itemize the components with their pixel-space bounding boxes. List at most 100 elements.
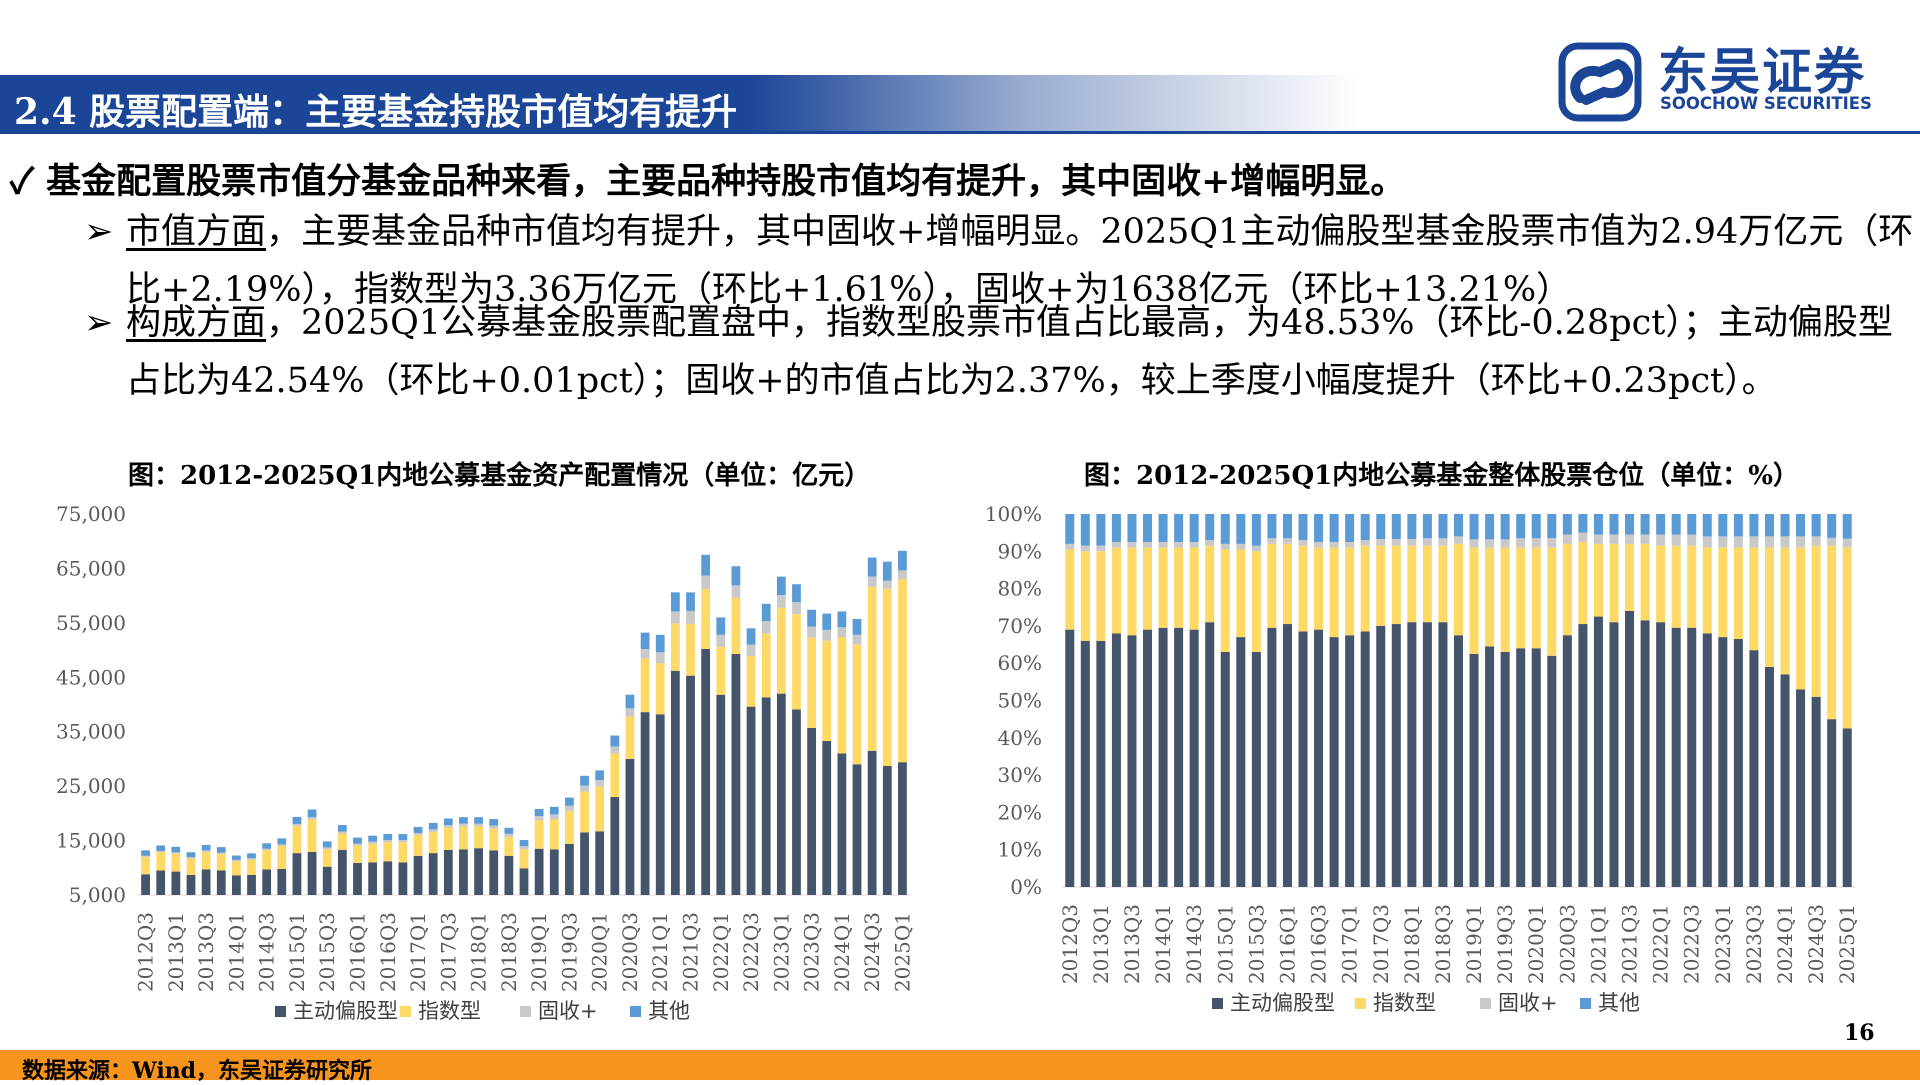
bar-segment <box>1407 514 1417 539</box>
bar-segment <box>322 849 332 867</box>
bar-segment <box>1796 547 1806 690</box>
bar-segment <box>1687 514 1697 535</box>
y-tick-label: 20% <box>998 800 1042 824</box>
bar-segment <box>882 580 892 589</box>
x-tick-label: 2018Q1 <box>467 912 491 992</box>
bar-segment <box>610 797 620 895</box>
bar-segment <box>1438 538 1448 546</box>
bar-segment <box>640 632 650 649</box>
bar-segment <box>1609 534 1619 544</box>
bar-segment <box>746 706 756 895</box>
bar-segment <box>1593 543 1603 617</box>
bar-segment <box>549 806 559 815</box>
bar-segment <box>1780 547 1790 675</box>
bar-segment <box>761 621 771 634</box>
bar-segment <box>1065 514 1075 544</box>
x-tick-label: 2015Q1 <box>1213 904 1237 984</box>
bar-segment <box>1640 620 1650 887</box>
bar-segment <box>1360 545 1370 632</box>
bar-segment <box>1329 541 1339 548</box>
bar-segment <box>1547 655 1557 887</box>
x-tick-label: 2014Q3 <box>255 912 279 992</box>
bar-segment <box>1205 545 1215 623</box>
bar-segment <box>156 850 166 853</box>
legend-label: 固收+ <box>1498 991 1558 1015</box>
legend-swatch <box>1355 998 1366 1009</box>
bar-segment <box>837 753 847 895</box>
bar-segment <box>867 586 877 751</box>
bar-segment <box>171 853 181 872</box>
bar-segment <box>1391 624 1401 887</box>
bar-segment <box>398 862 408 895</box>
x-tick-label: 2013Q3 <box>1120 904 1144 984</box>
legend-swatch <box>1480 998 1491 1009</box>
bar-segment <box>1500 514 1510 540</box>
bar-segment <box>353 837 362 844</box>
bar-segment <box>489 819 499 826</box>
arrow-bullet-icon: ➢ <box>84 212 114 252</box>
bar-segment <box>1065 629 1075 887</box>
bar-segment <box>1080 640 1090 887</box>
bar-segment <box>1625 514 1635 535</box>
bar-segment <box>565 843 574 895</box>
bar-segment <box>1671 627 1681 887</box>
x-tick-label: 2019Q1 <box>527 912 551 992</box>
bar-segment <box>1111 547 1121 634</box>
bar-segment <box>580 832 589 895</box>
bar-segment <box>1205 622 1215 887</box>
bar-segment <box>1111 633 1121 887</box>
bar-segment <box>1314 547 1324 630</box>
bar-segment <box>792 614 801 710</box>
bar-segment <box>837 611 847 628</box>
bar-segment <box>898 550 907 571</box>
bar-segment <box>1407 622 1417 887</box>
bar-segment <box>1656 534 1666 546</box>
bar-segment <box>1516 538 1526 548</box>
y-tick-label: 70% <box>998 614 1042 638</box>
bar-segment <box>625 694 635 709</box>
bar-segment <box>216 870 226 895</box>
bar-segment <box>595 770 605 781</box>
bar-segment <box>292 853 302 895</box>
x-tick-label: 2019Q1 <box>1462 904 1486 984</box>
bar-segment <box>716 617 726 635</box>
bar-segment <box>1531 648 1541 887</box>
bar-segment <box>1111 514 1121 542</box>
bar-segment <box>867 750 877 895</box>
y-tick-label: 30% <box>998 763 1042 787</box>
bar-segment <box>1469 539 1479 548</box>
bar-segment <box>640 648 650 659</box>
bar-segment <box>852 619 862 635</box>
bar-segment <box>519 840 529 847</box>
bar-segment <box>337 849 347 895</box>
bar-segment <box>1236 514 1246 544</box>
bar-segment <box>474 826 483 849</box>
bar-segment <box>1189 541 1199 548</box>
bar-segment <box>398 834 408 841</box>
x-tick-label: 2014Q1 <box>224 912 248 992</box>
bar-segment <box>807 727 816 895</box>
bar-segment <box>443 849 453 895</box>
x-tick-label: 2013Q1 <box>164 912 188 992</box>
bar-segment <box>1578 532 1588 542</box>
bar-segment <box>474 817 483 824</box>
bar-segment <box>1080 551 1090 641</box>
bar-segment <box>1516 648 1526 887</box>
bar-segment <box>292 825 302 854</box>
bar-segment <box>1733 514 1743 537</box>
bar-segment <box>1096 514 1106 546</box>
bar-segment <box>852 634 862 645</box>
bar-segment <box>1842 547 1852 729</box>
sub-point-market-value: ➢ 市值方面，主要基金品种市值均有提升，其中固收+增幅明显。2025Q1主动偏股… <box>84 203 1914 319</box>
bar-segment <box>898 762 907 895</box>
bar-segment <box>1469 514 1479 540</box>
x-tick-label: 2023Q3 <box>800 912 824 992</box>
bar-segment <box>822 640 832 741</box>
bar-segment <box>1625 534 1635 544</box>
bar-segment <box>1485 646 1495 887</box>
bar-segment <box>292 823 302 826</box>
bar-segment <box>1516 514 1526 539</box>
bar-segment <box>413 835 423 856</box>
x-tick-label: 2024Q1 <box>830 912 854 992</box>
legend-label: 其他 <box>648 999 690 1023</box>
